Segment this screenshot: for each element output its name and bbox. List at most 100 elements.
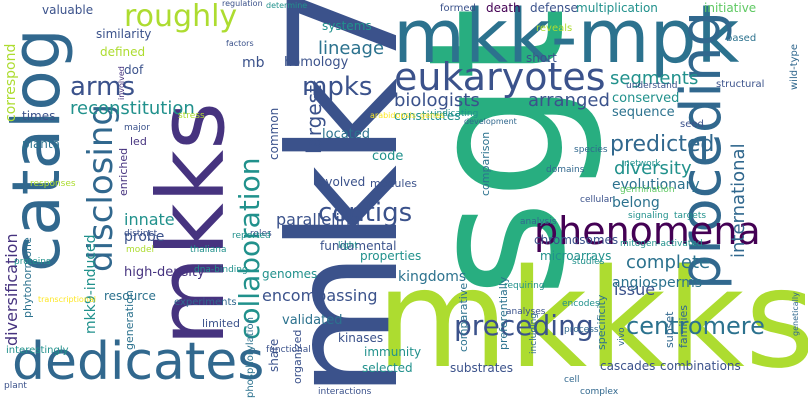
word-collaboration: collaboration xyxy=(233,157,266,340)
word-genetically: genetically xyxy=(791,292,800,336)
word-arms: arms xyxy=(70,72,136,102)
word-predicted: predicted xyxy=(610,132,715,157)
word-times: times xyxy=(22,109,56,123)
word-requiring: requiring xyxy=(504,281,545,291)
word-preceding: preceding xyxy=(454,309,594,342)
word-systems: systems xyxy=(322,19,372,33)
word-roughly: roughly xyxy=(124,0,238,34)
word-largest: largest xyxy=(302,85,326,154)
word-kingdoms: kingdoms xyxy=(398,269,467,285)
word-lineage: lineage xyxy=(318,38,385,59)
word-phosphorylation: phosphorylation xyxy=(245,317,256,398)
word-families: families xyxy=(677,305,690,348)
word-international: international xyxy=(728,143,749,258)
word-defined: defined xyxy=(100,45,146,59)
word-wild-type: wild-type xyxy=(789,43,800,90)
word-indicating: indicating xyxy=(434,109,479,119)
word-mkk9-induced: mkk9-induced xyxy=(83,234,99,334)
word-probe: probe xyxy=(124,229,165,245)
word-kinases: kinases xyxy=(338,331,384,345)
word-reveals: reveals xyxy=(536,23,573,34)
word-analysis: analysis xyxy=(520,217,557,227)
word-organized: organized xyxy=(291,329,304,384)
word-regulation: regulation xyxy=(222,0,263,8)
word-cell: cell xyxy=(564,375,580,385)
word-common: common xyxy=(267,107,281,160)
word-resource: resource xyxy=(104,289,156,303)
word-roles: roles xyxy=(250,229,272,239)
word-genomes: genomes xyxy=(262,267,318,281)
word-development: development xyxy=(464,117,517,126)
word-signaling: signaling xyxy=(628,211,669,221)
word-targets: targets xyxy=(674,211,707,221)
word-process: process xyxy=(564,325,599,335)
word-comparative: comparative xyxy=(457,282,470,352)
word-proteins: proteins xyxy=(14,257,51,267)
word-genes: genes xyxy=(420,111,445,120)
word-generation: generation xyxy=(123,290,136,350)
word-located: located xyxy=(322,127,371,142)
word-factors: factors xyxy=(226,39,254,48)
word-segments: segments xyxy=(610,68,699,89)
word-selected: selected xyxy=(362,361,413,375)
word-multiplication: multiplication xyxy=(576,1,658,15)
word-structural: structural xyxy=(716,79,765,90)
word-stress: stress xyxy=(178,111,205,121)
word-substrates: substrates xyxy=(450,361,514,375)
word-dof: dof xyxy=(124,63,144,77)
word-understand: understand xyxy=(626,81,678,91)
word-model: model xyxy=(126,245,155,255)
word-valuable: valuable xyxy=(42,3,94,17)
word-comparison: comparison xyxy=(479,131,492,196)
word-arabidopsis: arabidopsis xyxy=(370,111,417,120)
word-vivo: vivo xyxy=(617,327,627,346)
word-light: light xyxy=(338,241,358,251)
word-mkkks: mkkks xyxy=(376,241,808,399)
word-network: network xyxy=(624,159,661,169)
word-sequence: sequence xyxy=(612,105,675,120)
word-including: including xyxy=(529,313,539,354)
word-belong: belong xyxy=(612,195,660,211)
word-issue: issue xyxy=(614,280,656,299)
word-planta: planta xyxy=(22,137,60,151)
word-complex: complex xyxy=(580,387,619,397)
word-properties: properties xyxy=(360,249,422,263)
word-reported: reported xyxy=(232,231,271,241)
word-share: share xyxy=(267,338,281,372)
word-based: based xyxy=(726,33,757,44)
word-microarrays: microarrays xyxy=(540,249,612,263)
word-phenomena: phenomena xyxy=(534,209,761,253)
word-mitogen-activated: mitogen-activated xyxy=(620,239,703,249)
word-phytohormone: phytohormone xyxy=(21,237,34,318)
word-defense: defense xyxy=(530,1,578,15)
word-dedicates: dedicates xyxy=(12,332,265,392)
word-determine: determine xyxy=(266,1,308,10)
word-studies: studies xyxy=(572,257,605,267)
word-enriched: enriched xyxy=(117,147,130,196)
word-mkk-mpk: mkk-mpk xyxy=(393,0,740,80)
word-high-density: high-density xyxy=(124,265,205,280)
word-interactions: interactions xyxy=(318,387,372,397)
word-biologists: biologists xyxy=(394,90,480,111)
word-transcriptional: transcriptional xyxy=(38,295,97,304)
word-led: led xyxy=(130,135,147,148)
word-formed: formed xyxy=(440,3,476,14)
word-contigs: contigs xyxy=(318,198,413,228)
word-cellular: cellular xyxy=(580,195,613,205)
word-mpks: mpks xyxy=(302,72,373,102)
word-plant: plant xyxy=(4,381,27,391)
word-paralleling: paralleling xyxy=(276,210,361,229)
word-arranged: arranged xyxy=(528,90,610,111)
word-correspond: correspond xyxy=(3,43,19,122)
word-reconstitution: reconstitution xyxy=(70,98,195,119)
word-conserved: conserved xyxy=(612,91,680,106)
word-interestingly: interestingly xyxy=(6,345,69,356)
word-limited: limited xyxy=(202,317,240,330)
word-evolutionary: evolutionary xyxy=(612,177,700,193)
word-seed: seed xyxy=(680,119,704,130)
word-validated: validated xyxy=(282,313,343,328)
word-distinct: distinct xyxy=(124,229,158,239)
word-evolved: evolved xyxy=(318,175,366,189)
word-similarity: similarity xyxy=(96,27,152,41)
